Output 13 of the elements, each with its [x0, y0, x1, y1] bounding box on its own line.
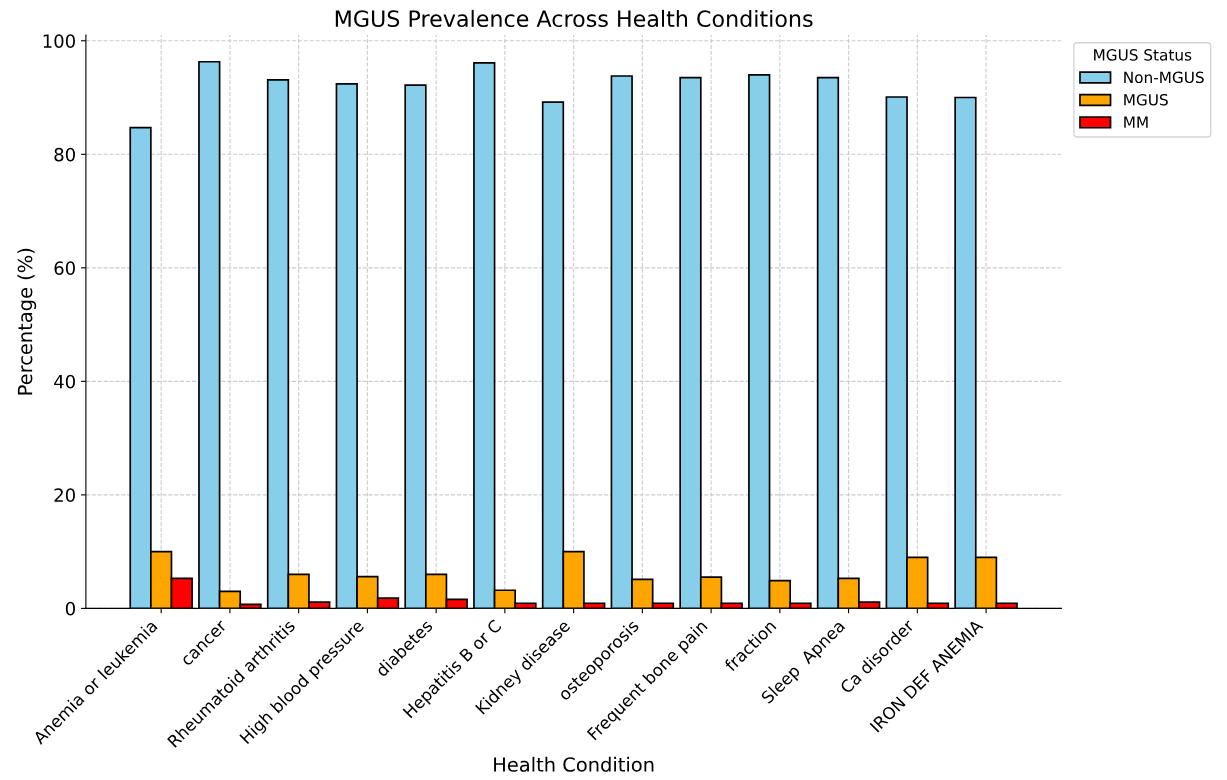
legend-label: MM — [1124, 116, 1148, 128]
y-tick-label: 20 — [54, 488, 75, 502]
legend-title: MGUS Status — [1094, 49, 1192, 61]
x-axis-title: Health Condition — [494, 756, 654, 772]
y-axis-title: Percentage (%) — [17, 248, 37, 395]
legend-label: Non-MGUS — [1124, 71, 1204, 84]
y-tick-label: 0 — [65, 601, 75, 616]
legend-label: MGUS — [1124, 93, 1168, 106]
y-tick-label: 80 — [54, 147, 75, 162]
y-tick-label: 100 — [43, 34, 75, 48]
chart-title: MGUS Prevalence Across Health Conditions — [335, 9, 813, 28]
y-tick-label: 60 — [54, 261, 75, 275]
y-tick-label: 40 — [54, 374, 75, 389]
